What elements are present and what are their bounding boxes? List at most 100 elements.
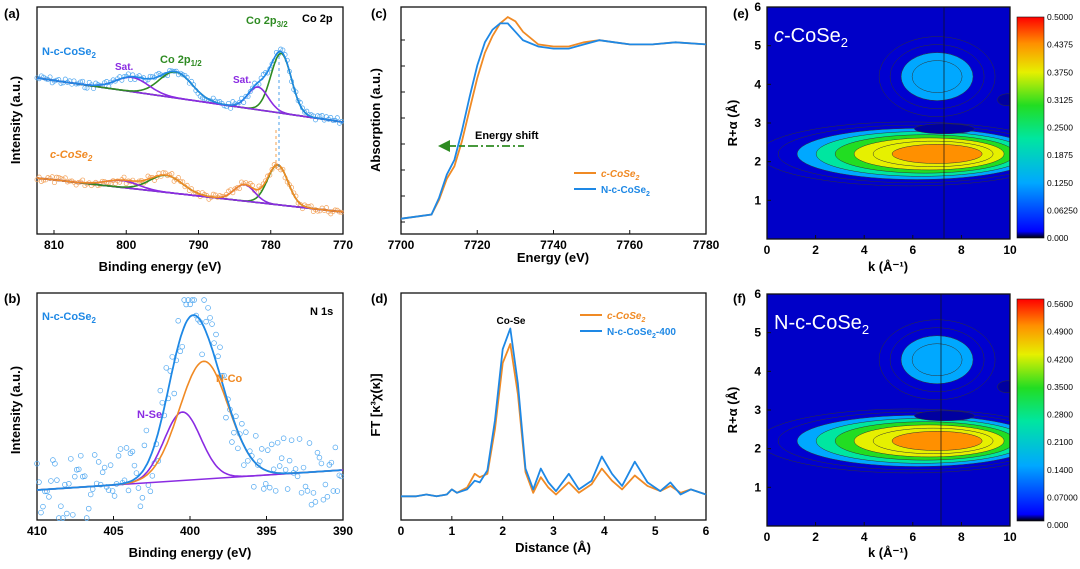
panel-e-xtick-label: 10 [1003, 243, 1017, 257]
panel-b-data-point [76, 466, 82, 473]
panel-e-sample: c-CoSe2 [774, 25, 848, 50]
panel-b-data-point [298, 489, 305, 496]
panel-b-xtick-label: 400 [180, 524, 200, 538]
panel-b-data-point [111, 493, 118, 499]
panel-b-data-point [79, 473, 86, 480]
panel-d-xlabel: Distance (Å) [515, 540, 591, 555]
panel-b-data-point [177, 348, 183, 355]
panel-b-nc-label: N-Co [216, 373, 243, 385]
panel-b-data-point [334, 488, 341, 494]
panel-f-colorbar-label: 0.2800 [1047, 410, 1073, 420]
panel-f-heatmap [767, 319, 1010, 474]
panel-c-series-ccose2 [400, 16, 707, 220]
panel-b-data-point [85, 505, 92, 512]
panel-a-top-data-point [243, 93, 249, 99]
panel-b-data-point [278, 455, 285, 461]
panel-b-data-point [211, 340, 217, 346]
panel-e-xtick-label: 2 [812, 243, 819, 257]
panel-b-data-point [38, 509, 44, 516]
panel-b-data-point [199, 351, 205, 358]
panel-a-bottom-data-point [112, 181, 118, 187]
panel-e-ylabel: R+α (Å) [725, 100, 740, 147]
panel-a-top-data-point [62, 76, 68, 82]
panel-b-data-point [105, 487, 112, 493]
panel-b-data-point [217, 344, 223, 350]
panel-e-colorbar-label: 0.1250 [1047, 178, 1073, 188]
panel-a-top-data-point [145, 77, 151, 83]
panel-b-data-point [58, 503, 64, 509]
panel-a-top-data-point [84, 85, 90, 91]
panel-b-data-point [320, 496, 327, 503]
panel-b-label: (b) [4, 291, 21, 306]
panel-b-data-point [131, 462, 138, 469]
panel-a-curves [34, 46, 345, 217]
panel-b-data-point [159, 399, 166, 406]
panel-b-frame [36, 292, 344, 521]
panel-a-frame [36, 6, 344, 235]
panel-b-title: N 1s [310, 306, 333, 318]
panel-b-data-point [262, 481, 269, 487]
panel-e-colorbar-label: 0.06250 [1047, 205, 1078, 215]
panel-b-data-point [270, 466, 277, 473]
panel-a-bottom-data-point [121, 174, 127, 180]
panel-b-data-point [205, 305, 211, 311]
panel-d-xtick-label: 4 [601, 524, 608, 538]
panel-b-data-point [241, 462, 247, 468]
panel-b-data-point [48, 478, 54, 484]
panel-a-bottom-label: c-CoSe2 [50, 149, 93, 163]
panel-f-xtick-label: 10 [1003, 530, 1017, 544]
panel-f-ylabel: R+α (Å) [725, 387, 740, 434]
panel-e-xtick-label: 8 [958, 243, 965, 257]
panel-b-data-point [229, 439, 235, 445]
panel-e-colorbar [1016, 16, 1045, 239]
panel-e-ytick-label: 1 [754, 193, 761, 207]
panel-f-label: (f) [733, 291, 746, 306]
panel-a-top-label: N-c-CoSe2 [42, 46, 97, 60]
panel-a-top-data-point [247, 89, 253, 95]
panel-f-xlabel: k (Å⁻¹) [868, 545, 908, 560]
panel-e-label: (e) [733, 6, 749, 21]
panel-b-data-point [268, 441, 275, 448]
panel-b-data-point [107, 462, 114, 468]
panel-b-data-point [64, 510, 70, 517]
panel-e-colorbar-label: 0.1875 [1047, 150, 1073, 160]
panel-a-title: Co 2p [302, 13, 333, 25]
panel-b-data-point [191, 297, 197, 303]
panel-b-data-point [133, 470, 140, 476]
panel-a-top-data-point [319, 113, 325, 118]
panel-b-data-point [123, 445, 130, 451]
panel-c-xtick-label: 7720 [464, 238, 491, 252]
heatmap-minor-lobe [914, 410, 975, 422]
panel-b-data-point [72, 473, 78, 480]
panel-a-bottom-data-point [175, 175, 181, 181]
panel-b-data-point [288, 437, 295, 443]
panel-b-data-point [95, 459, 102, 465]
panel-e-xtick-label: 4 [861, 243, 868, 257]
panel-b-data-point [68, 456, 74, 462]
panel-a-top-data-point [334, 115, 340, 121]
panel-c-series-nccose2 [400, 22, 707, 220]
panel-b-data-point [52, 460, 58, 467]
heatmap-minor-lobe [914, 123, 975, 135]
panel-b-data-point [62, 481, 68, 488]
panel-b-data-point [259, 446, 265, 452]
panel-a-sat-1: Sat. [115, 62, 134, 73]
panel-f-colorbar-label: 0.4200 [1047, 354, 1073, 364]
panel-b-ns-label: N-Se [137, 409, 162, 421]
panel-b-data-point [280, 435, 287, 442]
panel-f-ytick-label: 3 [754, 403, 761, 417]
panel-e-colorbar-label: 0.2500 [1047, 123, 1073, 133]
panel-b-data-point [302, 483, 309, 490]
panel-c-xtick-label: 7780 [693, 238, 720, 252]
panel-b-data-point [169, 354, 176, 360]
panel-f-colorbar-label: 0.4900 [1047, 327, 1073, 337]
panel-b-data-point [213, 331, 219, 338]
panel-d-xtick-label: 2 [499, 524, 506, 538]
panel-b-data-point [257, 458, 263, 464]
panel-b-data-point [322, 481, 329, 488]
panel-b-data-point [137, 503, 144, 510]
panel-b-data-point [129, 448, 136, 455]
panel-b-data-point [147, 488, 154, 495]
